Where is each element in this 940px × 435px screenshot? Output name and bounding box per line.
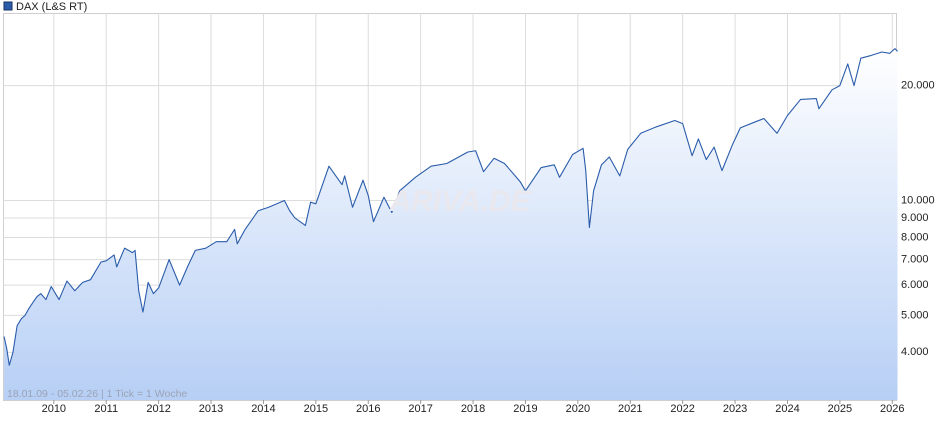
x-tick-label: 2019 — [513, 403, 537, 415]
footer-note: 18.01.09 - 05.02.26 | 1 Tick = 1 Woche — [7, 388, 187, 400]
x-tick-label: 2013 — [199, 403, 223, 415]
y-tick-label: 9.000 — [901, 212, 929, 224]
y-tick-label: 8.000 — [901, 231, 929, 243]
x-tick-label: 2010 — [42, 403, 66, 415]
x-tick-label: 2011 — [94, 403, 118, 415]
x-tick-label: 2022 — [670, 403, 694, 415]
y-tick-label: 10.000 — [901, 194, 935, 206]
x-tick-label: 2012 — [146, 403, 170, 415]
y-tick-label: 6.000 — [901, 279, 929, 291]
series-area — [4, 48, 898, 401]
x-tick-label: 2023 — [723, 403, 747, 415]
x-tick-label: 2016 — [356, 403, 380, 415]
y-tick-label: 4.000 — [901, 346, 929, 358]
x-tick-label: 2017 — [408, 403, 432, 415]
x-tick-label: 2014 — [251, 403, 275, 415]
series-line — [3, 48, 898, 366]
x-tick-label: 2025 — [828, 403, 852, 415]
watermark: ARIVA.DE — [388, 185, 531, 218]
y-tick-label: 7.000 — [901, 253, 929, 265]
axes: 2010 2011 2012 2013 2014 2015 2016 2017 2018 2019… — [42, 80, 935, 415]
legend-label: DAX (L&S RT) — [16, 1, 87, 13]
y-tick-label: 20.000 — [901, 80, 935, 92]
marks — [3, 48, 898, 401]
x-tick-label: 2024 — [775, 403, 799, 415]
x-tick-label: 2020 — [566, 403, 590, 415]
legend-swatch — [3, 1, 13, 11]
x-tick-label: 2015 — [304, 403, 328, 415]
x-tick-label: 2018 — [461, 403, 485, 415]
x-tick-label: 2021 — [618, 403, 642, 415]
x-tick-label: 2026 — [880, 403, 904, 415]
y-tick-label: 5.000 — [901, 309, 929, 321]
